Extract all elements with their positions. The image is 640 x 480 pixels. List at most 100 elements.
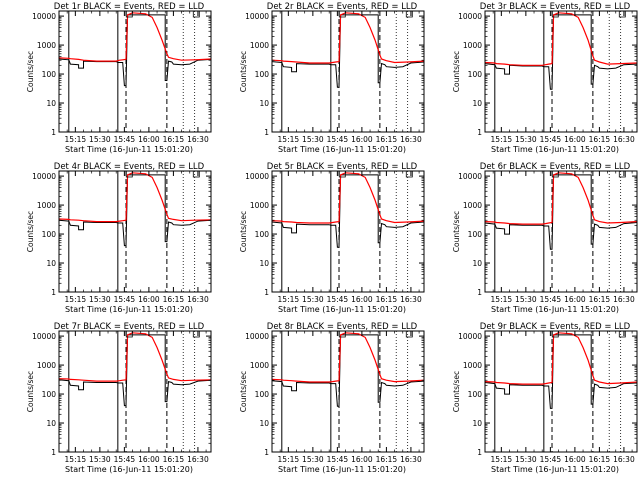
series-events-line <box>271 174 425 248</box>
y-axis-label: Counts/sec <box>452 51 461 92</box>
top-bracket-marker <box>405 331 413 338</box>
y-tick-label: 100 <box>468 390 483 399</box>
panel-title: Det 6r BLACK = Events, RED = LLD <box>480 162 631 172</box>
plot-frame <box>58 170 212 293</box>
plot-frame <box>58 10 212 133</box>
x-axis-label: Start Time (16-Jun-11 15:01:20) <box>278 305 406 314</box>
y-axis-label: Counts/sec <box>26 211 35 252</box>
series-events-line <box>58 174 212 247</box>
top-bracket-marker <box>125 171 133 178</box>
y-tick-label: 10000 <box>458 12 482 21</box>
top-bracket-marker <box>405 171 413 178</box>
y-tick-label: 10000 <box>32 12 56 21</box>
plot-frame <box>271 10 425 133</box>
x-tick-label: 16:00 <box>564 135 586 144</box>
x-tick-label: 16:00 <box>351 135 373 144</box>
x-tick-label: 15:15 <box>278 135 300 144</box>
panel-det-7: Det 7r BLACK = Events, RED = LLD 1 10 100 10… <box>26 322 212 474</box>
top-bracket-marker <box>338 11 346 18</box>
y-tick-label: 10 <box>46 259 56 268</box>
x-tick-label: 16:15 <box>376 135 398 144</box>
x-tick-label: 15:15 <box>65 135 87 144</box>
y-tick-label: 1 <box>51 448 56 457</box>
y-tick-label: 1000 <box>250 201 269 210</box>
y-axis-label: Counts/sec <box>239 371 248 412</box>
y-tick-label: 1 <box>51 288 56 297</box>
x-tick-label: 15:45 <box>114 135 136 144</box>
y-tick-label: 1 <box>51 128 56 137</box>
x-tick-label: 16:15 <box>376 295 398 304</box>
series-events-line <box>58 14 212 87</box>
series-lld-line <box>58 12 212 62</box>
y-tick-label: 1 <box>477 128 482 137</box>
y-tick-label: 10 <box>259 99 269 108</box>
x-tick-label: 15:30 <box>515 135 537 144</box>
x-tick-label: 15:30 <box>515 295 537 304</box>
y-tick-label: 100 <box>42 390 57 399</box>
y-tick-label: 10 <box>259 259 269 268</box>
y-tick-label: 1000 <box>37 201 56 210</box>
y-tick-label: 1000 <box>463 41 482 50</box>
series-lld-line <box>271 12 425 64</box>
x-tick-label: 16:15 <box>163 135 185 144</box>
x-tick-label: 15:15 <box>278 295 300 304</box>
series-lld-line <box>271 172 425 224</box>
x-tick-label: 16:30 <box>187 455 209 464</box>
x-tick-label: 16:00 <box>138 135 160 144</box>
series-events-line <box>271 14 425 88</box>
x-tick-label: 15:45 <box>540 455 562 464</box>
y-tick-label: 10000 <box>245 172 269 181</box>
x-tick-label: 16:30 <box>400 295 422 304</box>
top-bracket-marker <box>551 11 559 18</box>
x-tick-label: 15:30 <box>302 295 324 304</box>
plot-frame <box>484 330 638 453</box>
panel-title: Det 5r BLACK = Events, RED = LLD <box>267 162 418 172</box>
plot-frame <box>484 10 638 133</box>
x-tick-label: 15:45 <box>540 295 562 304</box>
panel-title: Det 2r BLACK = Events, RED = LLD <box>267 2 418 12</box>
x-axis-label: Start Time (16-Jun-11 15:01:20) <box>65 145 193 154</box>
y-tick-label: 1000 <box>250 41 269 50</box>
top-bracket-marker <box>338 331 346 338</box>
x-tick-label: 16:15 <box>376 455 398 464</box>
y-axis-label: Counts/sec <box>452 211 461 252</box>
panel-det-2: Det 2r BLACK = Events, RED = LLD 1 10 100 10… <box>239 2 425 154</box>
plot-frame <box>484 170 638 293</box>
y-tick-label: 1000 <box>250 361 269 370</box>
y-tick-label: 1 <box>477 448 482 457</box>
y-axis-label: Counts/sec <box>239 51 248 92</box>
panel-det-1: Det 1r BLACK = Events, RED = LLD 1 10 100 10… <box>26 2 212 154</box>
top-bracket-marker <box>618 331 626 338</box>
series-lld-line <box>484 12 638 66</box>
top-bracket-marker <box>551 331 559 338</box>
plot-frame <box>271 170 425 293</box>
x-tick-label: 16:30 <box>613 455 635 464</box>
x-tick-label: 16:30 <box>187 295 209 304</box>
series-lld-line <box>58 172 212 223</box>
x-tick-label: 16:30 <box>400 455 422 464</box>
x-axis-label: Start Time (16-Jun-11 15:01:20) <box>65 305 193 314</box>
top-bracket-marker <box>551 171 559 178</box>
x-tick-label: 16:15 <box>163 295 185 304</box>
top-bracket-marker <box>125 11 133 18</box>
y-tick-label: 10 <box>472 99 482 108</box>
y-tick-label: 10000 <box>32 332 56 341</box>
y-tick-label: 1000 <box>463 201 482 210</box>
series-events-line <box>484 14 638 90</box>
panel-title: Det 8r BLACK = Events, RED = LLD <box>267 322 418 332</box>
x-axis-label: Start Time (16-Jun-11 15:01:20) <box>491 305 619 314</box>
panel-title: Det 9r BLACK = Events, RED = LLD <box>480 322 631 332</box>
series-events-line <box>484 334 638 409</box>
x-tick-label: 16:30 <box>187 135 209 144</box>
series-lld-line <box>58 332 212 382</box>
x-tick-label: 15:45 <box>327 135 349 144</box>
plot-frame <box>58 330 212 453</box>
top-bracket-marker <box>618 11 626 18</box>
panel-title: Det 4r BLACK = Events, RED = LLD <box>54 162 205 172</box>
x-tick-label: 16:30 <box>400 135 422 144</box>
x-axis-label: Start Time (16-Jun-11 15:01:20) <box>65 465 193 474</box>
x-tick-label: 15:15 <box>491 295 513 304</box>
top-bracket-marker <box>338 171 346 178</box>
x-tick-label: 15:15 <box>491 455 513 464</box>
